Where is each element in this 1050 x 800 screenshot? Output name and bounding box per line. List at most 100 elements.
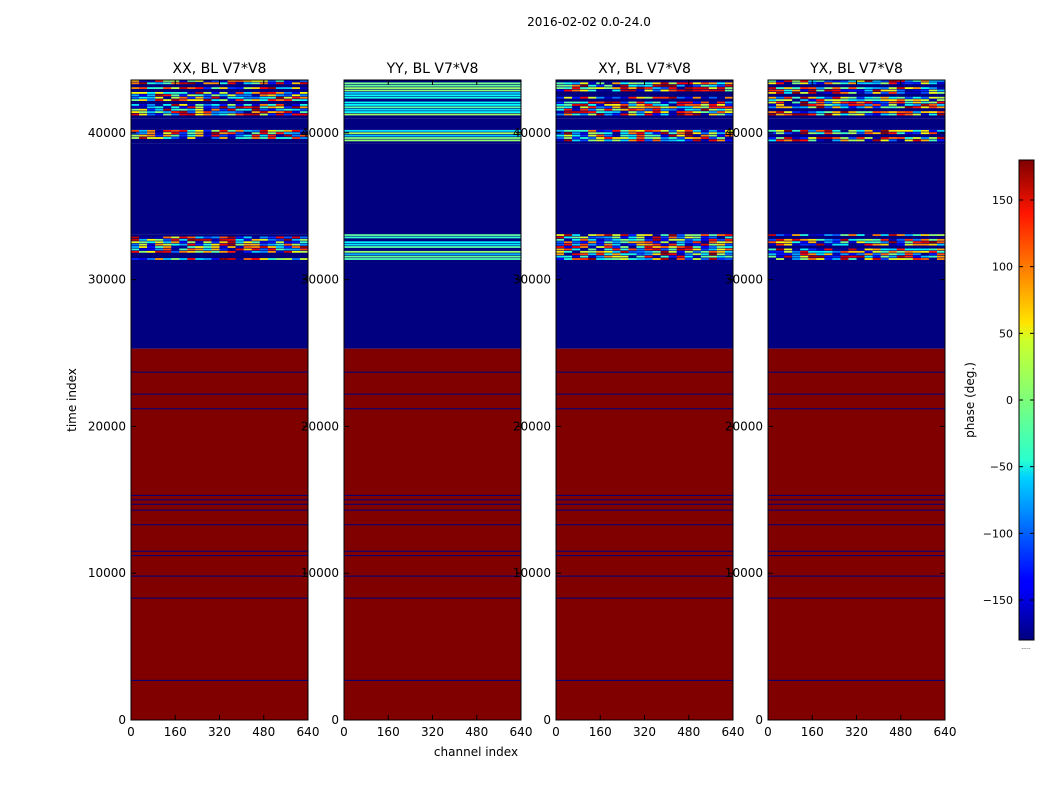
band-cell (299, 96, 309, 99)
band-cell (920, 253, 930, 256)
band-cell (147, 111, 156, 113)
band-cell (612, 113, 621, 116)
band-cell (187, 250, 196, 253)
band-cell (131, 108, 140, 111)
band-cell (259, 113, 269, 116)
band-cell (792, 101, 801, 104)
band-cell (604, 243, 613, 246)
band-cell (904, 241, 914, 244)
band-cell (856, 99, 865, 101)
band-cell (856, 258, 865, 260)
band-cell (235, 238, 244, 241)
band-cell (219, 106, 228, 109)
band-cell (163, 96, 172, 99)
band-cell (928, 258, 938, 260)
band-cell (692, 253, 702, 256)
band-cell (267, 99, 277, 101)
band-cell (652, 243, 661, 246)
band-cell (848, 87, 857, 89)
band-cell (572, 253, 581, 256)
band-cell (792, 139, 801, 142)
band-cell (936, 92, 946, 94)
band-cell (904, 99, 914, 101)
band-cell (588, 111, 597, 113)
band-cell (808, 104, 817, 106)
band-cell (267, 82, 277, 85)
band-cell (912, 250, 922, 253)
band-cell (344, 134, 521, 137)
band-cell (131, 243, 140, 246)
band-cell (620, 243, 629, 246)
band-cell (171, 94, 180, 97)
band-cell (840, 258, 849, 260)
band-cell (267, 132, 277, 135)
band-cell (936, 87, 946, 89)
band-cell (620, 106, 629, 109)
band-cell (139, 80, 148, 82)
band-cell (848, 104, 857, 106)
band-cell (708, 246, 718, 248)
band-cell (344, 84, 521, 87)
panel-4: YX, BL V7*V80 160 320 480 640010000200003000… (725, 61, 957, 739)
band-cell (203, 132, 212, 135)
band-cell (668, 241, 677, 244)
band-cell (556, 108, 565, 111)
band-cell (808, 92, 817, 94)
band-cell (652, 246, 661, 248)
band-cell (243, 246, 252, 248)
band-cell (344, 348, 521, 720)
band-cell (652, 258, 661, 260)
band-cell (139, 238, 148, 241)
band-cell (251, 82, 261, 85)
band-cell (628, 243, 637, 246)
band-cell (187, 106, 196, 109)
band-cell (187, 113, 196, 116)
colorbar-label: phase (deg.) (963, 362, 977, 438)
band-cell (283, 80, 293, 82)
band-cell (171, 129, 180, 132)
band-cell (872, 139, 881, 142)
band-cell (808, 234, 817, 236)
band-cell (768, 87, 777, 89)
band-cell (291, 87, 301, 89)
band-cell (864, 113, 873, 116)
band-cell (195, 129, 204, 132)
band-cell (912, 104, 922, 106)
band-cell (235, 82, 244, 85)
band-cell (344, 255, 521, 258)
band-cell (936, 111, 946, 113)
band-cell (588, 243, 597, 246)
band-cell (644, 113, 653, 116)
band-cell (139, 108, 148, 111)
band-cell (187, 238, 196, 241)
band-cell (235, 134, 244, 137)
band-cell (299, 246, 309, 248)
band-cell (267, 236, 277, 239)
band-cell (259, 258, 269, 260)
band-cell (904, 139, 914, 142)
band-cell (816, 111, 825, 113)
band-cell (660, 139, 669, 142)
band-cell (235, 92, 244, 94)
band-cell (636, 234, 645, 236)
band-cell (163, 92, 172, 94)
band-cell (179, 134, 188, 137)
band-cell (840, 250, 849, 253)
band-cell (628, 132, 637, 135)
band-cell (299, 137, 309, 139)
band-cell (195, 87, 204, 89)
band-cell (612, 238, 621, 241)
band-cell (896, 139, 906, 142)
band-cell (211, 108, 220, 111)
band-cell (700, 137, 710, 139)
band-cell (912, 238, 922, 241)
band-cell (235, 250, 244, 253)
band-cell (227, 87, 236, 89)
band-cell (243, 87, 252, 89)
band-cell (668, 236, 677, 239)
band-cell (896, 99, 906, 101)
band-cell (800, 82, 809, 85)
band-cell (572, 132, 581, 135)
band-cell (147, 108, 156, 111)
band-cell (864, 258, 873, 260)
